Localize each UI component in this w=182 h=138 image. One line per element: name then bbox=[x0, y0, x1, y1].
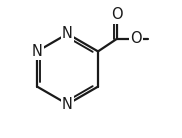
Text: O: O bbox=[130, 31, 142, 47]
Text: N: N bbox=[62, 97, 73, 112]
Text: N: N bbox=[32, 44, 43, 59]
Text: O: O bbox=[111, 7, 122, 22]
Text: N: N bbox=[62, 26, 73, 41]
